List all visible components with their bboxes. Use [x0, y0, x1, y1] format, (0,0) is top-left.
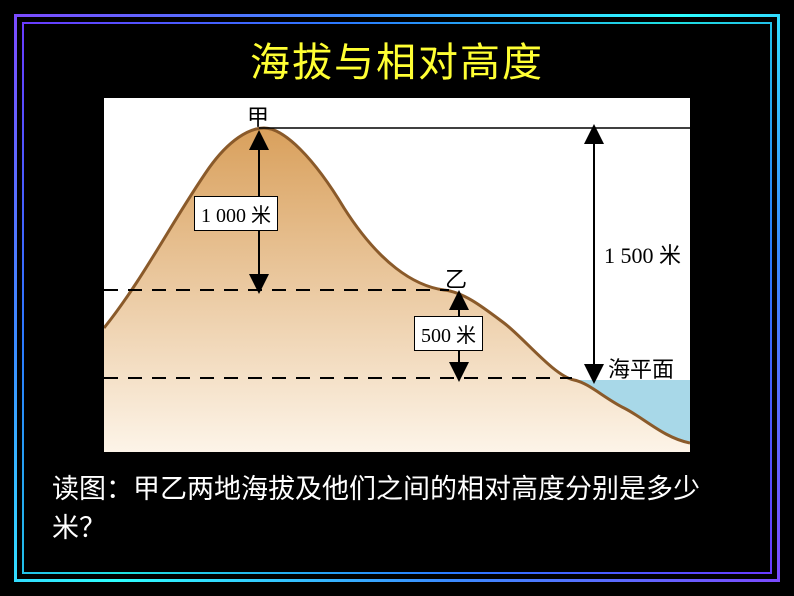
slide-title: 海拔与相对高度	[250, 30, 544, 88]
label-500m: 500 米	[414, 316, 483, 351]
label-sea-level: 海平面	[608, 352, 674, 384]
question-text: 读图：甲乙两地海拔及他们之间的相对高度分别是多少米？	[28, 470, 766, 548]
label-point-yi: 乙	[445, 262, 467, 294]
diagram-svg	[104, 98, 690, 452]
slide-content: 海拔与相对高度	[28, 28, 766, 568]
label-peak-jia: 甲	[247, 100, 269, 132]
elevation-diagram: 甲 乙 海平面 1 000 米 500 米 1 500 米	[104, 98, 690, 452]
label-1500m: 1 500 米	[604, 238, 681, 270]
label-1000m: 1 000 米	[194, 196, 278, 231]
